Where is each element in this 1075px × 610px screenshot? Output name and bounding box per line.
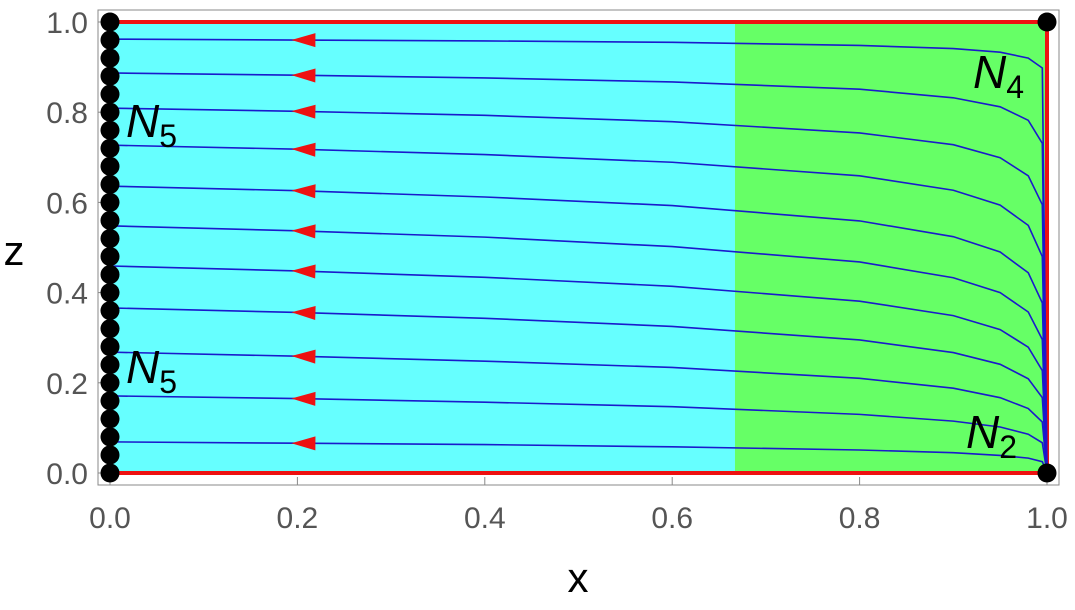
direction-arrow bbox=[291, 33, 316, 48]
fixed-point bbox=[100, 301, 120, 321]
fixed-point bbox=[100, 66, 120, 86]
direction-arrow bbox=[291, 184, 316, 199]
frame bbox=[97, 9, 1060, 486]
fixed-point bbox=[100, 391, 120, 411]
fixed-point bbox=[100, 409, 120, 429]
fixed-point bbox=[100, 138, 120, 158]
region bbox=[734, 22, 1047, 473]
plot-area: 0.0 0.2 0.4 0.6 0.8 1.0 0.0 0.2 0.4 0.6 0.8 1.0 bbox=[46, 7, 1068, 535]
fixed-point bbox=[100, 102, 120, 122]
y-tick-label: 0.0 bbox=[46, 458, 88, 491]
direction-arrow bbox=[291, 306, 316, 321]
streamline bbox=[109, 72, 1048, 474]
annotation: N5 bbox=[126, 341, 177, 400]
annotation: N5 bbox=[126, 95, 177, 154]
direction-arrow bbox=[291, 224, 316, 239]
annotation: N2 bbox=[966, 406, 1017, 465]
x-tick-label: 0.6 bbox=[651, 502, 693, 535]
fixed-point bbox=[100, 48, 120, 68]
streamline bbox=[109, 38, 1048, 474]
fixed-point bbox=[100, 228, 120, 248]
direction-arrow bbox=[291, 349, 316, 364]
fixed-point bbox=[100, 283, 120, 303]
annotation-text: N bbox=[126, 95, 160, 147]
direction-arrow bbox=[291, 104, 316, 119]
y-tick-label: 0.4 bbox=[46, 278, 88, 311]
fixed-point bbox=[100, 265, 120, 285]
streamline bbox=[109, 225, 1048, 474]
fixed-point bbox=[100, 337, 120, 357]
direction-arrow bbox=[291, 391, 316, 406]
fixed-point bbox=[1037, 12, 1057, 32]
fixed-point bbox=[100, 120, 120, 140]
streamline bbox=[109, 265, 1048, 474]
annotation-subscript: 5 bbox=[159, 118, 177, 154]
streamline bbox=[109, 144, 1048, 474]
y-tick-label: 0.8 bbox=[46, 97, 88, 130]
direction-arrow bbox=[291, 142, 316, 157]
direction-arrow bbox=[291, 264, 316, 279]
fixed-point bbox=[100, 427, 120, 447]
fixed-point bbox=[100, 445, 120, 465]
direction-arrow bbox=[291, 68, 316, 83]
streamline bbox=[109, 107, 1048, 474]
fixed-point bbox=[100, 156, 120, 176]
fixed-point bbox=[100, 373, 120, 393]
fixed-point bbox=[100, 30, 120, 50]
annotation-text: N bbox=[973, 46, 1007, 98]
fixed-point bbox=[100, 174, 120, 194]
x-tick-label: 0.8 bbox=[839, 502, 881, 535]
fixed-point bbox=[100, 355, 120, 375]
streamline bbox=[109, 185, 1048, 474]
x-axis-label: x bbox=[568, 554, 589, 601]
fixed-point bbox=[100, 84, 120, 104]
annotation-subscript: 2 bbox=[999, 429, 1017, 465]
fixed-point bbox=[100, 12, 120, 32]
streamline bbox=[109, 441, 1048, 474]
annotation-subscript: 5 bbox=[159, 364, 177, 400]
x-tick-label: 0.0 bbox=[89, 502, 131, 535]
fixed-point bbox=[100, 319, 120, 339]
annotation: N4 bbox=[973, 46, 1024, 105]
fixed-point bbox=[1037, 463, 1057, 483]
streamline bbox=[109, 351, 1048, 474]
annotation-text: N bbox=[126, 341, 160, 393]
direction-arrow bbox=[291, 436, 316, 451]
fixed-point bbox=[100, 463, 120, 483]
annotation-text: N bbox=[966, 406, 1000, 458]
fixed-point bbox=[100, 210, 120, 230]
y-tick-label: 0.6 bbox=[46, 187, 88, 220]
y-axis-label: z bbox=[4, 227, 25, 274]
x-tick-label: 1.0 bbox=[1026, 502, 1068, 535]
streamline bbox=[109, 395, 1048, 474]
x-tick-label: 0.4 bbox=[464, 502, 506, 535]
annotations: N5 N5 N4 N2 bbox=[126, 46, 1024, 465]
annotation-subscript: 4 bbox=[1006, 69, 1024, 105]
y-tick-label: 0.2 bbox=[46, 368, 88, 401]
fixed-point bbox=[100, 247, 120, 267]
fixed-point bbox=[100, 192, 120, 212]
x-tick-label: 0.2 bbox=[277, 502, 319, 535]
y-tick-label: 1.0 bbox=[46, 7, 88, 40]
streamline bbox=[109, 307, 1048, 474]
